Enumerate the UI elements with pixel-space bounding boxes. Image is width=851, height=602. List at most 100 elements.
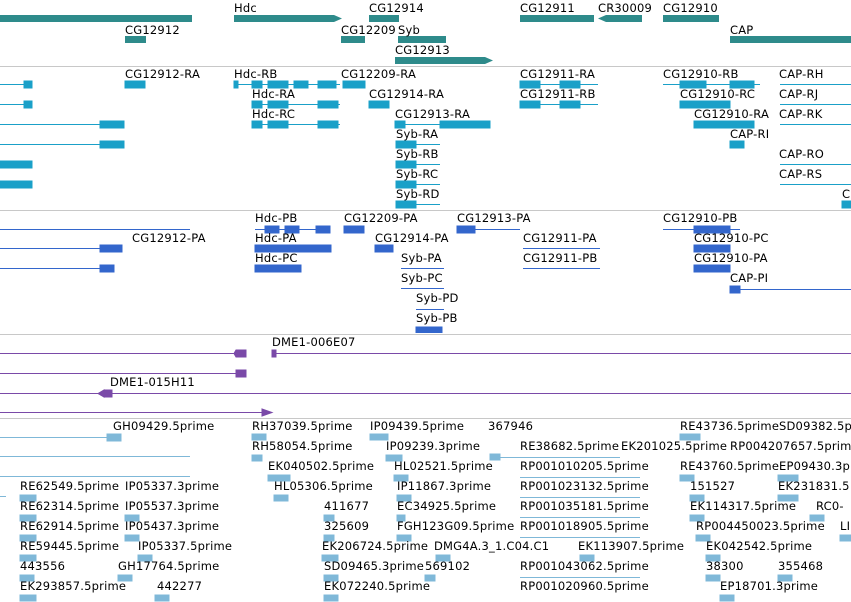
protein-label[interactable]: CAP-PI [730,271,769,285]
est-label[interactable]: RP001023132.5prime [520,479,649,493]
est-label[interactable]: EK040502.5prime [268,459,375,473]
est-label[interactable]: 355468 [778,559,824,573]
protein-label[interactable]: Hdc-PB [255,211,298,225]
est-label[interactable]: 325609 [324,519,370,533]
est-label[interactable]: EK042542.5prime [706,539,813,553]
est-label[interactable]: IP05337.5prime [138,539,233,553]
est-label[interactable]: RE38682.5prime [520,439,620,453]
transcript-label[interactable]: CAP-RI [730,127,770,141]
est-label[interactable]: GH17764.5prime [118,559,220,573]
protein-label[interactable]: CG12913-PA [457,211,531,225]
clone-label[interactable]: DME1-006E07 [272,335,356,349]
transcript-label[interactable]: Hdc-RA [252,87,296,101]
est-label[interactable]: EK201025.5prime [621,439,728,453]
est-label[interactable]: RP004450023.5prime [696,519,825,533]
est-label[interactable]: RP001010205.5prime [520,459,649,473]
est-label[interactable]: RE43736.5prime [680,419,780,433]
protein-label[interactable]: CG12912-PA [132,231,206,245]
est-label[interactable]: EK206724.5prime [322,539,429,553]
transcript-label[interactable]: CG12910-RB [663,67,739,81]
est-label[interactable]: RP001035181.5prime [520,499,649,513]
transcript-label[interactable]: CAP-RS [779,167,823,181]
gene-label[interactable]: CG12209 [341,23,396,37]
est-label[interactable]: EP18701.3prime [720,579,819,593]
est-label[interactable]: RE43760.5prime [680,459,780,473]
est-label[interactable]: RH37039.5prime [252,419,353,433]
gene-label[interactable]: CG12911 [520,1,575,15]
est-label[interactable]: EK072240.5prime [324,579,431,593]
est-label[interactable]: HL02521.5prime [394,459,493,473]
est-label[interactable]: RP001018905.5prime [520,519,649,533]
est-label[interactable]: SD09382.5prime [779,419,851,433]
est-label[interactable]: RP001020960.5prime [520,579,649,593]
est-label[interactable]: EK113907.5prime [578,539,685,553]
est-label[interactable]: 443556 [20,559,66,573]
transcript-label[interactable]: Hdc-RB [234,67,278,81]
transcript-label[interactable]: CG12910-RA [694,107,770,121]
est-label[interactable]: IP09439.5prime [370,419,465,433]
transcript-label[interactable]: CG12912-RA [125,67,201,81]
protein-label[interactable]: Hdc-PA [255,231,297,245]
est-label[interactable]: IP11867.3prime [397,479,492,493]
gene-label[interactable]: CG12914 [369,1,424,15]
transcript-label[interactable]: CAP-RK [779,107,823,121]
gene-label[interactable]: CG12910 [663,1,718,15]
est-label[interactable]: RE62549.5prime [20,479,120,493]
transcript-label[interactable]: Syb-RA [396,127,439,141]
est-label[interactable]: EC34925.5prime [397,499,497,513]
est-label[interactable]: RP004207657.5prime [730,439,851,453]
transcript-label[interactable]: CG12911-RA [520,67,596,81]
est-label[interactable]: EK114317.5prime [690,499,797,513]
protein-label[interactable]: Hdc-PC [255,251,298,265]
transcript-label[interactable]: Hdc-RC [252,107,296,121]
est-label[interactable]: GH09429.5prime [113,419,215,433]
est-label[interactable]: RE62314.5prime [20,499,120,513]
est-label[interactable]: RH58054.5prime [252,439,353,453]
transcript-label[interactable]: CG12914-RA [369,87,445,101]
est-label[interactable]: RC0- [816,499,844,513]
protein-label[interactable]: CG12910-PC [694,231,769,245]
protein-label[interactable]: CG12910-PA [694,251,768,265]
transcript-label[interactable]: CAP-RH [779,67,824,81]
est-label[interactable]: IP09239.3prime [386,439,481,453]
gene-label[interactable]: CR30009 [598,1,653,15]
transcript-label[interactable]: Syb-RB [396,147,439,161]
est-label[interactable]: IP05537.3prime [125,499,220,513]
transcript-label[interactable]: CG12910-RC [680,87,756,101]
protein-label[interactable]: Syb-PA [401,251,442,265]
transcript-label[interactable]: CAP-RJ [779,87,819,101]
transcript-label[interactable]: C [842,187,851,201]
transcript-label[interactable]: Syb-RC [396,167,439,181]
est-label[interactable]: RP001043062.5prime [520,559,649,573]
est-label[interactable]: FGH123G09.5prime [397,519,515,533]
protein-label[interactable]: CG12910-PB [663,211,738,225]
est-label[interactable]: IP05337.3prime [125,479,220,493]
est-label[interactable]: RE59445.5prime [20,539,120,553]
est-label[interactable]: SD09465.3prime [324,559,425,573]
est-label[interactable]: 151527 [690,479,736,493]
gene-label[interactable]: CG12912 [125,23,180,37]
transcript-label[interactable]: CG12911-RB [520,87,596,101]
protein-label[interactable]: CG12911-PA [523,231,597,245]
transcript-label[interactable]: CAP-RO [779,147,824,161]
gene-label[interactable]: CAP [730,23,754,37]
protein-label[interactable]: CG12209-PA [344,211,418,225]
est-label[interactable]: EK231831.5 [778,479,850,493]
est-label[interactable]: 411677 [324,499,370,513]
est-label[interactable]: 38300 [706,559,744,573]
clone-label[interactable]: DME1-015H11 [110,375,195,389]
est-label[interactable]: LI [840,519,851,533]
gene-label[interactable]: Syb [398,23,421,37]
gene-label[interactable]: Hdc [234,1,257,15]
est-label[interactable]: EP09430.3prime [779,459,851,473]
protein-label[interactable]: Syb-PB [416,311,458,325]
transcript-label[interactable]: Syb-RD [396,187,440,201]
est-label[interactable]: RE62914.5prime [20,519,120,533]
protein-label[interactable]: CG12911-PB [523,251,598,265]
est-label[interactable]: 367946 [488,419,534,433]
est-label[interactable]: HL05306.5prime [274,479,373,493]
transcript-label[interactable]: CG12209-RA [341,67,417,81]
protein-label[interactable]: CG12914-PA [375,231,449,245]
est-label[interactable]: EK293857.5prime [20,579,127,593]
